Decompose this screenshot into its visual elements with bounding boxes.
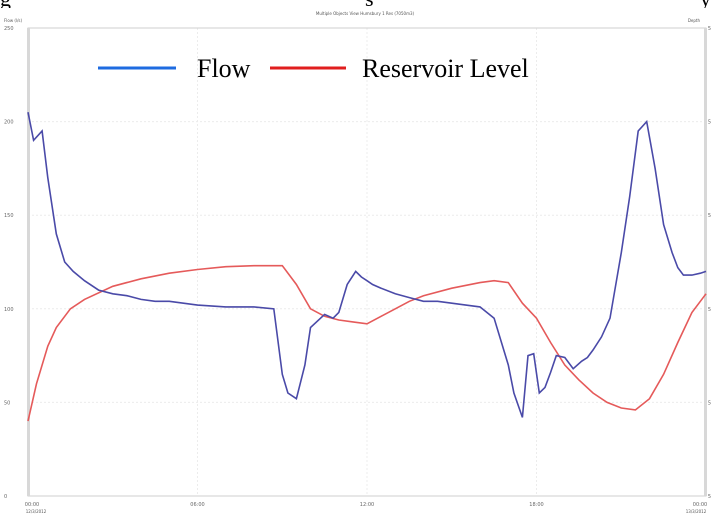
cropped-caption-middle: s: [365, 0, 374, 8]
y-left-tick-label: 250: [4, 26, 14, 32]
x-tick-date-label: 13/3/2012: [686, 509, 707, 514]
legend-flow-label: Flow: [197, 54, 251, 83]
y-left-tick-label: 150: [4, 213, 14, 219]
y-right-tick-label: 5: [708, 400, 711, 406]
tick-labels: 25020015010050055555500:0012/3/201206:00…: [4, 26, 711, 514]
cropped-caption-left: g: [0, 0, 11, 8]
flow-series-line: [27, 112, 707, 418]
chart-background: [0, 8, 714, 518]
chart-legend: Flow Reservoir Level: [98, 54, 529, 83]
left-axis-bar: [27, 28, 30, 496]
x-tick-label: 00:00: [693, 502, 707, 508]
cropped-caption-strip: g s y: [0, 0, 714, 8]
y-right-tick-label: 5: [708, 26, 711, 32]
chart-title: Multiple Objects View Humsbury 1 Res (70…: [316, 11, 415, 16]
x-tick-label: 12:00: [360, 502, 374, 508]
y-axis-right-label: Depth: [688, 18, 701, 23]
y-left-tick-label: 0: [4, 494, 7, 500]
x-tick-label: 06:00: [190, 502, 204, 508]
x-tick-date-label: 12/3/2012: [26, 509, 47, 514]
y-axis-left-label: Flow (l/s): [4, 18, 23, 23]
x-tick-label: 18:00: [529, 502, 543, 508]
y-right-tick-label: 5: [708, 494, 711, 500]
legend-level-label: Reservoir Level: [362, 54, 529, 83]
cropped-caption-right: y: [700, 0, 711, 8]
x-tick-label: 00:00: [25, 502, 39, 508]
y-left-tick-label: 200: [4, 120, 14, 126]
y-right-tick-label: 5: [708, 307, 711, 313]
y-left-tick-label: 50: [4, 400, 10, 406]
y-right-tick-label: 5: [708, 213, 711, 219]
y-right-tick-label: 5: [708, 120, 711, 126]
reservoir-level-series-line: [27, 264, 707, 422]
y-left-tick-label: 100: [4, 307, 14, 313]
right-axis-bar: [704, 28, 707, 496]
